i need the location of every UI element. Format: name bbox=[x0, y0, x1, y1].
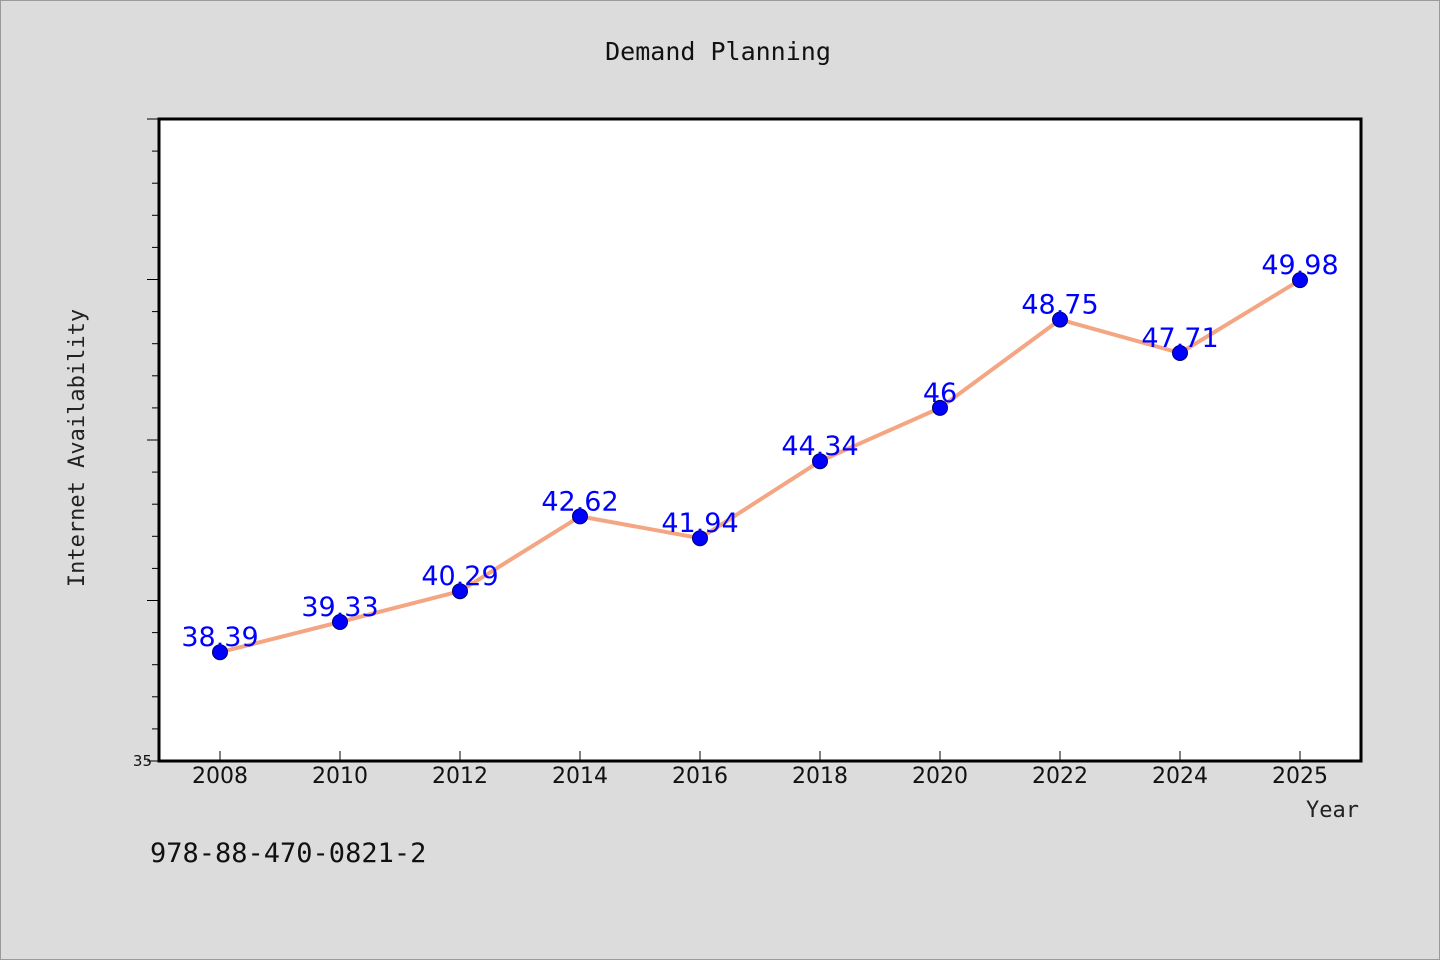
data-point bbox=[932, 399, 948, 416]
data-point bbox=[812, 453, 828, 470]
data-label: 48.75 bbox=[1021, 290, 1098, 321]
data-label: 40.29 bbox=[421, 561, 498, 592]
data-point bbox=[1052, 311, 1068, 328]
x-tick-label: 2018 bbox=[792, 764, 848, 789]
x-tick-label: 2022 bbox=[1032, 764, 1088, 789]
x-tick-label: 2014 bbox=[552, 764, 608, 789]
y-axis-label: Internet Availability bbox=[65, 309, 90, 587]
data-point bbox=[212, 644, 228, 661]
x-tick-label: 2020 bbox=[912, 764, 968, 789]
x-tick-label: 2010 bbox=[312, 764, 368, 789]
data-label: 47.71 bbox=[1141, 323, 1218, 354]
data-point bbox=[452, 583, 468, 600]
data-point bbox=[332, 614, 348, 630]
data-label: 41.94 bbox=[661, 508, 738, 539]
data-label: 44.34 bbox=[781, 431, 858, 462]
y-axis-ticks bbox=[147, 118, 159, 762]
x-tick-label: 2012 bbox=[432, 764, 488, 789]
x-axis-label: Year bbox=[1306, 798, 1359, 823]
chart-title: Demand Planning bbox=[605, 37, 831, 66]
data-point bbox=[1292, 272, 1308, 289]
plot-area bbox=[157, 117, 1363, 763]
data-label: 39.33 bbox=[301, 592, 378, 623]
footer-code: 978-88-470-0821-2 bbox=[150, 838, 426, 869]
data-point bbox=[692, 530, 708, 547]
x-axis-ticks: 2008 2010 2012 2014 2016 2018 2020 2022 2024 2025 bbox=[192, 751, 1328, 789]
data-point bbox=[1172, 345, 1188, 361]
data-label: 42.62 bbox=[541, 486, 618, 517]
x-tick-label: 2016 bbox=[672, 764, 728, 789]
series-group: 38.39 39.33 40.29 42.62 41.94 44.34 46 48.75 47.… bbox=[181, 250, 1339, 661]
x-tick-label: 2025 bbox=[1272, 764, 1328, 789]
data-point bbox=[572, 508, 588, 525]
series-line bbox=[218, 278, 1302, 655]
data-label: 38.39 bbox=[181, 622, 258, 653]
data-label: 46 bbox=[923, 378, 957, 409]
x-tick-label: 2008 bbox=[192, 764, 248, 789]
y-tick-label: 35 bbox=[133, 752, 152, 770]
x-tick-label: 2024 bbox=[1152, 764, 1208, 789]
data-label: 49.98 bbox=[1261, 250, 1338, 281]
